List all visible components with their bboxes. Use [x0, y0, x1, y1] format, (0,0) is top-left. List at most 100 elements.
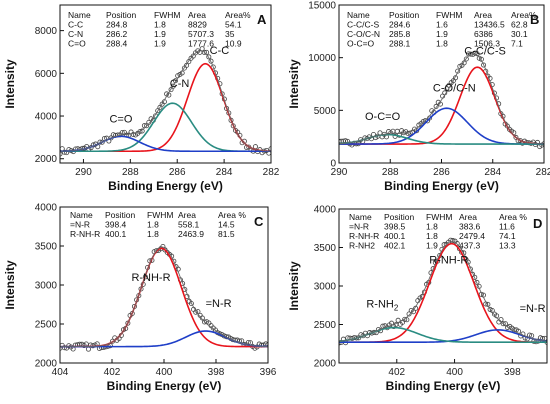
table-cell: 1.8	[426, 231, 438, 241]
table-cell: 1.9	[426, 241, 438, 251]
y-tick-label: 2000	[314, 359, 337, 370]
table-header: Area %	[499, 212, 527, 222]
y-tick-label: 2500	[35, 320, 58, 331]
table-cell: R-NH-R	[70, 229, 100, 239]
data-point	[172, 78, 178, 84]
y-tick-label: 4000	[314, 205, 337, 216]
panel-letter: A	[257, 12, 267, 27]
table-cell: 8829	[188, 20, 207, 30]
x-tick-label: 402	[104, 367, 121, 378]
table-cell: C=O	[68, 39, 86, 49]
data-point	[402, 316, 408, 322]
table-header: Area	[178, 210, 196, 220]
x-tick-label: 398	[504, 367, 521, 378]
x-tick-label: 282	[263, 167, 280, 178]
panel-letter: C	[254, 214, 264, 229]
table-cell: 284.8	[106, 20, 128, 30]
table-cell: 6386	[474, 29, 493, 39]
data-point	[407, 130, 413, 136]
table-cell: 1506.3	[474, 39, 500, 49]
peak-curve--n-r	[339, 329, 547, 344]
table-cell: 2463.9	[178, 229, 204, 239]
peak-label: R-NH-R	[131, 272, 170, 284]
table-header: FWHM	[426, 212, 452, 222]
envelope-curve	[339, 53, 544, 145]
data-point	[433, 103, 439, 109]
plot-frame	[59, 4, 272, 164]
table-cell: 1.8	[436, 39, 448, 49]
table-header: FWHM	[154, 10, 180, 20]
y-axis-label: Intensity	[287, 261, 301, 311]
x-tick-label: 400	[446, 367, 463, 378]
table-header: Name	[70, 210, 93, 220]
x-tick-label: 286	[433, 167, 450, 178]
y-tick-label: 2000	[35, 154, 58, 165]
table-cell: =N-R	[70, 220, 90, 230]
data-point	[61, 149, 67, 155]
y-axis-label: Intensity	[287, 59, 301, 109]
table-header: FWHM	[147, 210, 173, 220]
data-point	[472, 50, 478, 56]
data-point	[485, 301, 491, 307]
table-cell: 10.9	[225, 39, 242, 49]
table-cell: 2479.4	[459, 231, 485, 241]
x-tick-label: 404	[52, 367, 69, 378]
x-tick-label: 288	[382, 167, 399, 178]
fit-table: Name Position FWHM Area Area% C-C/C-S 284.6 1.6…	[347, 10, 537, 49]
peak-label-subscript: 2	[394, 304, 399, 313]
table-cell: C-C	[68, 20, 83, 30]
table-cell: 1777.6	[188, 39, 214, 49]
table-cell: 402.1	[384, 241, 406, 251]
table-header: Area	[474, 10, 492, 20]
table-header: Position	[384, 212, 415, 222]
table-cell: 14.5	[218, 220, 235, 230]
data-point	[61, 345, 67, 351]
table-header: Area%	[225, 10, 251, 20]
x-axis-label: Binding Energy (eV)	[386, 379, 501, 393]
table-header: Area %	[218, 210, 246, 220]
table-cell: 13.3	[499, 241, 516, 251]
y-tick-label: 10000	[308, 53, 336, 64]
table-cell: R-NH-R	[349, 231, 379, 241]
data-point	[186, 59, 192, 65]
y-tick-label: 3500	[314, 243, 337, 254]
panel-letter: B	[530, 12, 539, 27]
table-cell: 288.4	[106, 39, 128, 49]
plot-area	[60, 46, 271, 157]
data-point	[201, 49, 207, 55]
y-tick-label: 3000	[314, 282, 337, 293]
table-header: Position	[389, 10, 420, 20]
peak-label: O-C=O	[365, 111, 401, 123]
x-tick-label: 400	[156, 367, 173, 378]
x-axis-label: Binding Energy (eV)	[108, 179, 223, 193]
data-point	[170, 83, 176, 89]
data-point	[450, 238, 456, 244]
table-cell: 383.6	[459, 222, 481, 232]
fit-table: Name Position FWHM Area Area % =N-R 398.4 1.8 55…	[70, 210, 246, 239]
envelope-curve	[60, 50, 271, 152]
table-cell: 288.1	[389, 39, 411, 49]
table-cell: C-O/C-N	[347, 29, 380, 39]
table-cell: 62.8	[511, 20, 528, 30]
peak-curve-r-nh-r	[60, 247, 268, 348]
peak-label: =N-R	[520, 303, 546, 315]
data-point	[406, 311, 412, 317]
data-point	[405, 131, 411, 137]
plot-area	[60, 243, 268, 352]
table-cell: 1.8	[147, 220, 159, 230]
plot-area	[339, 50, 544, 150]
table-cell: 1.9	[154, 29, 166, 39]
x-tick-label: 396	[260, 367, 277, 378]
data-point	[206, 54, 212, 60]
data-point	[463, 56, 469, 62]
peak-label: R-NH-R	[429, 255, 468, 267]
data-point	[394, 128, 400, 134]
x-tick-label: 398	[208, 367, 225, 378]
table-cell: 13436.5	[474, 20, 505, 30]
table-cell: C-N	[68, 29, 83, 39]
table-cell: 437.3	[459, 241, 481, 251]
y-tick-label: 8000	[35, 26, 58, 37]
data-point	[155, 108, 161, 114]
x-tick-label: 288	[122, 167, 139, 178]
peak-label: C-N	[170, 78, 190, 90]
